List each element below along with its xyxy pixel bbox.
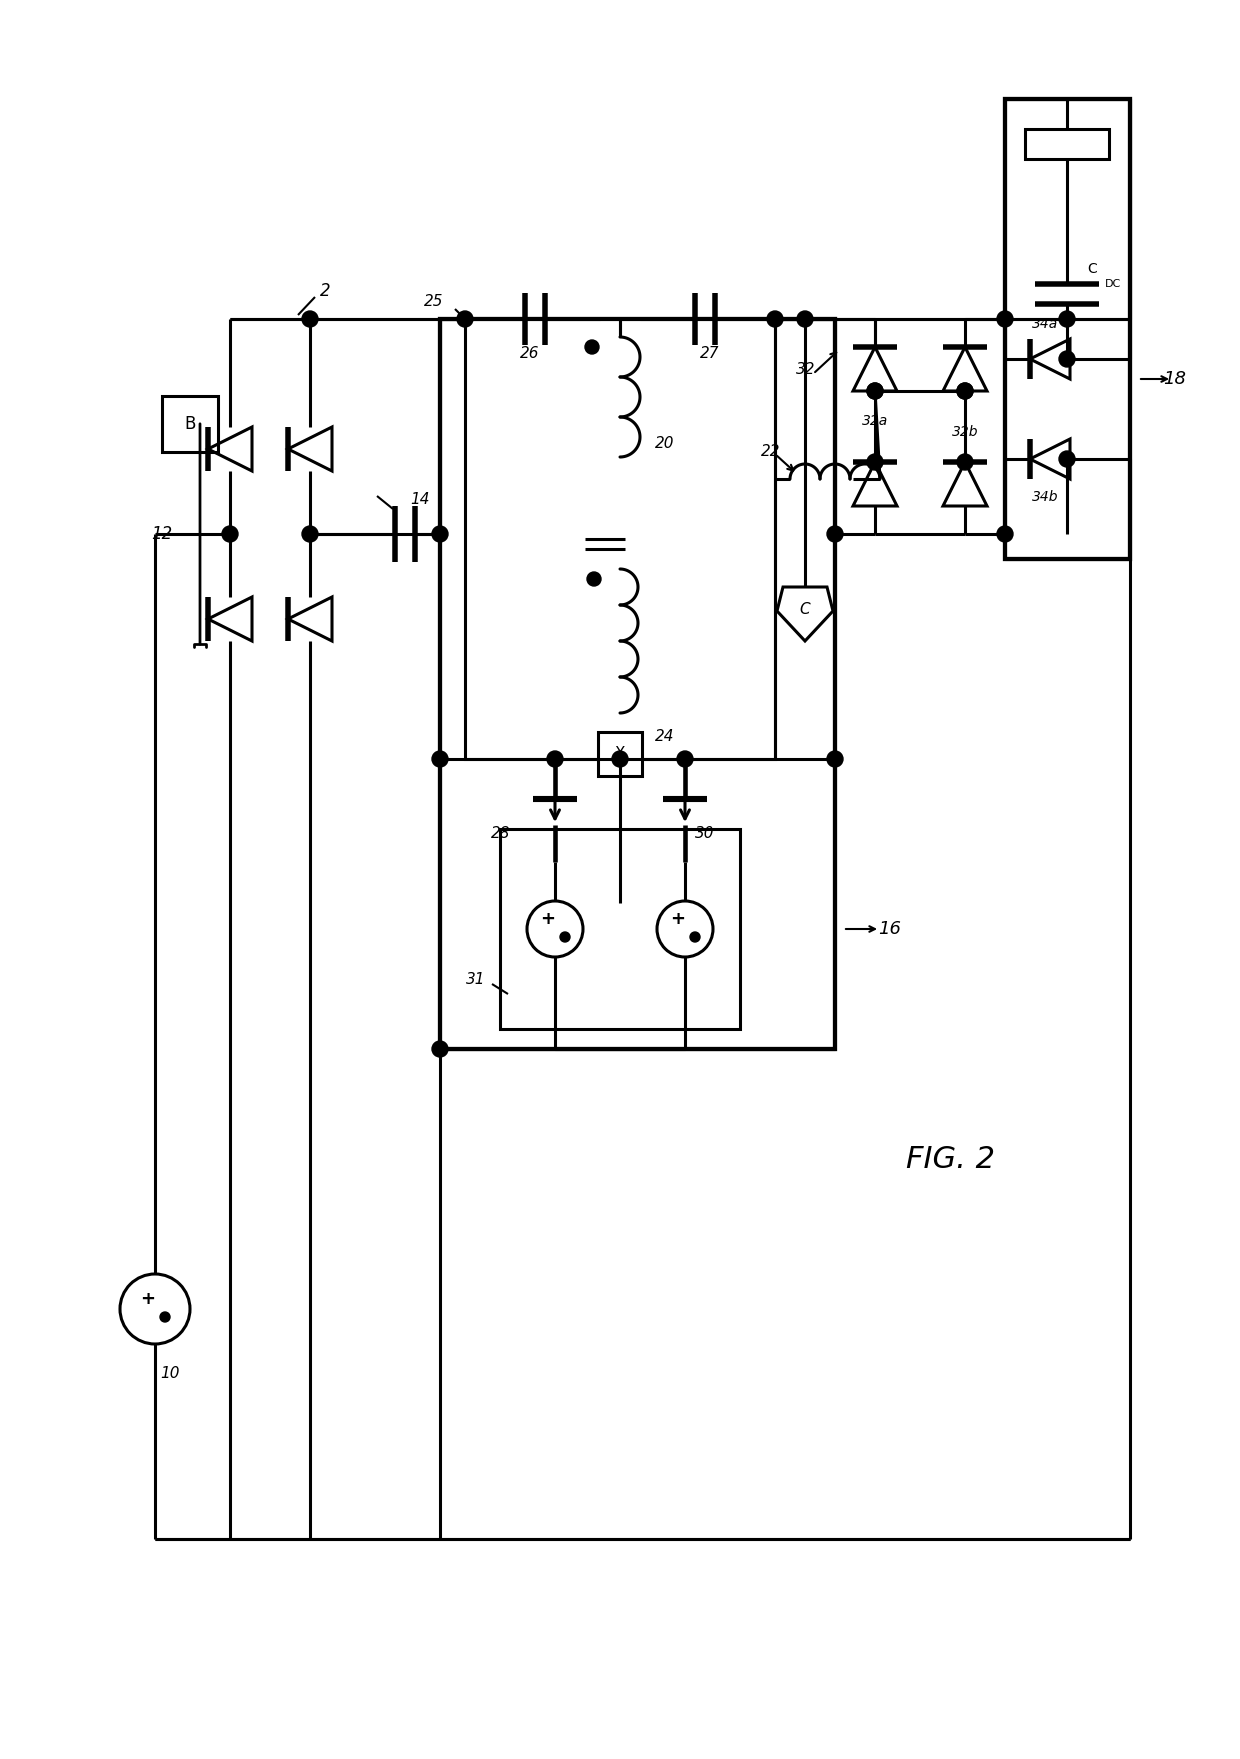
Text: X: X xyxy=(615,746,625,762)
Text: 32: 32 xyxy=(796,362,815,376)
Circle shape xyxy=(1059,352,1075,368)
Circle shape xyxy=(587,572,601,586)
Bar xyxy=(440,318,835,1048)
Text: 30: 30 xyxy=(694,827,714,841)
Circle shape xyxy=(432,526,448,542)
Text: 32b: 32b xyxy=(952,426,978,440)
Circle shape xyxy=(768,311,782,327)
Circle shape xyxy=(689,932,701,943)
Text: +: + xyxy=(671,909,686,929)
Circle shape xyxy=(1059,450,1075,466)
Bar xyxy=(1004,99,1130,559)
Text: 2: 2 xyxy=(320,281,330,301)
Text: 12: 12 xyxy=(151,524,172,544)
Circle shape xyxy=(547,751,563,767)
Circle shape xyxy=(957,454,973,470)
Circle shape xyxy=(585,339,599,354)
Text: C: C xyxy=(800,602,810,616)
Text: 31: 31 xyxy=(465,971,485,987)
Text: 24: 24 xyxy=(655,728,675,744)
Text: C: C xyxy=(1087,262,1096,276)
Circle shape xyxy=(1059,311,1075,327)
Text: DC: DC xyxy=(1105,280,1121,288)
Circle shape xyxy=(222,526,238,542)
Bar xyxy=(598,732,642,776)
Circle shape xyxy=(160,1312,170,1323)
Text: 18: 18 xyxy=(1163,369,1187,389)
Circle shape xyxy=(797,311,813,327)
Text: 20: 20 xyxy=(655,436,675,450)
Circle shape xyxy=(432,1041,448,1057)
Bar xyxy=(162,396,218,452)
Circle shape xyxy=(957,383,973,399)
Circle shape xyxy=(677,751,693,767)
Circle shape xyxy=(867,383,883,399)
Text: 14: 14 xyxy=(410,491,429,507)
Circle shape xyxy=(303,311,317,327)
Text: 34b: 34b xyxy=(1032,491,1058,505)
Circle shape xyxy=(997,311,1013,327)
Text: 10: 10 xyxy=(160,1367,180,1381)
Circle shape xyxy=(827,751,843,767)
Text: 32a: 32a xyxy=(862,413,888,427)
Text: 16: 16 xyxy=(878,920,901,938)
Text: +: + xyxy=(541,909,556,929)
Circle shape xyxy=(458,311,472,327)
Circle shape xyxy=(997,526,1013,542)
Circle shape xyxy=(827,526,843,542)
Text: 25: 25 xyxy=(424,294,443,308)
Text: 22: 22 xyxy=(760,443,780,459)
Circle shape xyxy=(867,383,883,399)
Text: +: + xyxy=(140,1289,155,1309)
Bar xyxy=(500,828,740,1029)
Text: 34a: 34a xyxy=(1032,317,1058,331)
Text: FIG. 2: FIG. 2 xyxy=(905,1145,994,1173)
Text: 28: 28 xyxy=(491,827,510,841)
Bar xyxy=(465,318,775,758)
Circle shape xyxy=(560,932,570,943)
Text: 27: 27 xyxy=(701,347,719,362)
Circle shape xyxy=(957,383,973,399)
Circle shape xyxy=(867,454,883,470)
Circle shape xyxy=(613,751,627,767)
Circle shape xyxy=(432,751,448,767)
Text: 26: 26 xyxy=(521,347,539,362)
Circle shape xyxy=(303,526,317,542)
Bar xyxy=(1025,128,1109,158)
Text: B: B xyxy=(185,415,196,433)
